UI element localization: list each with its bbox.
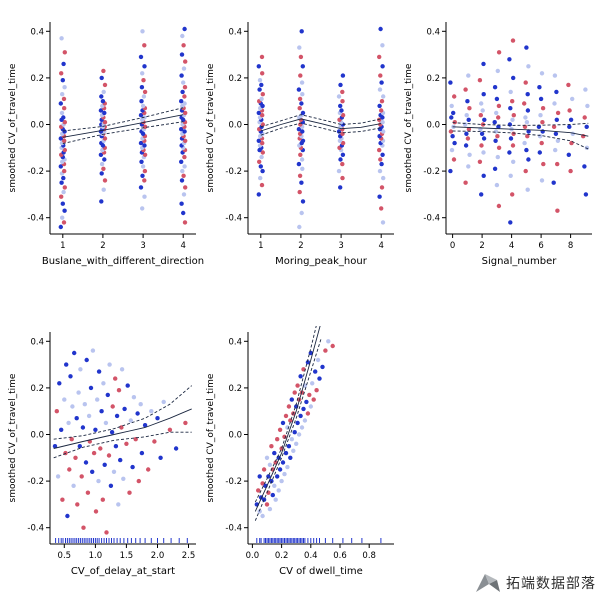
svg-text:0.5: 0.5 xyxy=(58,551,72,561)
empty-cell xyxy=(400,322,598,602)
svg-text:Buslane_with_different_directi: Buslane_with_different_direction xyxy=(42,256,204,267)
svg-text:0.2: 0.2 xyxy=(228,74,242,84)
svg-text:4: 4 xyxy=(509,241,514,251)
points-layer xyxy=(58,26,188,230)
svg-text:4: 4 xyxy=(378,241,383,251)
points-layer xyxy=(52,348,188,535)
svg-text:Moring_peak_hour: Moring_peak_hour xyxy=(275,256,368,267)
svg-text:CV of dwell_time: CV of dwell_time xyxy=(279,566,363,577)
svg-text:8: 8 xyxy=(568,241,573,251)
svg-text:0.4: 0.4 xyxy=(304,551,318,561)
svg-text:0.2: 0.2 xyxy=(228,384,242,394)
axis: 1 2 3 4 -0.4 -0.2 0.0 0.2 0.4 Buslane_with_differ… xyxy=(8,22,204,267)
svg-text:2.5: 2.5 xyxy=(182,551,196,561)
svg-text:1.5: 1.5 xyxy=(120,551,134,561)
svg-text:smoothed CV_of_travel_time: smoothed CV_of_travel_time xyxy=(206,373,216,502)
axis: 0 2 4 6 8 -0.4 -0.2 0.0 0.2 0.4 Signal_number smoot… xyxy=(404,22,592,267)
svg-text:smoothed CV_of_travel_time: smoothed CV_of_travel_time xyxy=(8,373,18,502)
svg-text:1: 1 xyxy=(258,241,263,251)
points-layer xyxy=(256,26,386,230)
points-layer xyxy=(254,339,335,519)
svg-text:1.0: 1.0 xyxy=(89,551,103,561)
svg-text:0.4: 0.4 xyxy=(426,27,440,37)
svg-text:CV_of_delay_at_start: CV_of_delay_at_start xyxy=(71,566,175,577)
svg-text:0.2: 0.2 xyxy=(30,384,44,394)
svg-text:0.2: 0.2 xyxy=(275,551,289,561)
rug-layer xyxy=(55,538,188,543)
trend-layer xyxy=(62,107,184,145)
watermark: 拓端数据部落 xyxy=(475,572,596,594)
svg-text:2: 2 xyxy=(479,241,484,251)
svg-text:0.0: 0.0 xyxy=(426,121,440,131)
svg-text:0.0: 0.0 xyxy=(228,121,242,131)
svg-text:0.6: 0.6 xyxy=(333,551,347,561)
svg-text:1: 1 xyxy=(60,241,65,251)
svg-text:0.8: 0.8 xyxy=(362,551,376,561)
plot-cv-delay-at-start: 0.5 1.0 1.5 2.0 2.5 -0.4 -0.2 0.0 0.2 0.4 CV_of_de… xyxy=(8,332,196,577)
svg-text:2.0: 2.0 xyxy=(151,551,165,561)
svg-text:smoothed CV_of_travel_time: smoothed CV_of_travel_time xyxy=(404,63,414,192)
plot-cv-dwell-time: 0.0 0.2 0.4 0.6 0.8 -0.4 -0.2 0.0 0.2 0.4 CV of dw… xyxy=(206,326,394,577)
svg-text:0.4: 0.4 xyxy=(30,337,44,347)
svg-text:3: 3 xyxy=(140,241,145,251)
svg-text:-0.2: -0.2 xyxy=(225,477,242,487)
svg-text:2: 2 xyxy=(298,241,303,251)
svg-text:-0.2: -0.2 xyxy=(423,167,440,177)
svg-text:-0.4: -0.4 xyxy=(27,524,44,534)
points-layer xyxy=(448,38,590,225)
svg-text:0.0: 0.0 xyxy=(246,551,260,561)
svg-text:0.4: 0.4 xyxy=(30,27,44,37)
plot-signal-number: 0 2 4 6 8 -0.4 -0.2 0.0 0.2 0.4 Signal_number smoot… xyxy=(404,22,592,267)
axis: 1 2 3 4 -0.4 -0.2 0.0 0.2 0.4 Moring_peak_hour smo… xyxy=(206,22,394,267)
svg-text:Signal_number: Signal_number xyxy=(482,256,558,267)
svg-text:0.2: 0.2 xyxy=(426,74,440,84)
svg-text:0: 0 xyxy=(450,241,455,251)
svg-text:0.2: 0.2 xyxy=(30,74,44,84)
svg-text:0.0: 0.0 xyxy=(30,431,44,441)
svg-text:-0.4: -0.4 xyxy=(225,524,242,534)
svg-text:0.0: 0.0 xyxy=(30,121,44,131)
svg-text:6: 6 xyxy=(538,241,543,251)
svg-text:0.4: 0.4 xyxy=(228,337,242,347)
watermark-logo-icon xyxy=(476,574,500,592)
svg-text:smoothed CV_of_travel_time: smoothed CV_of_travel_time xyxy=(206,63,216,192)
svg-text:-0.2: -0.2 xyxy=(27,477,44,487)
plots-grid: 1 2 3 4 -0.4 -0.2 0.0 0.2 0.4 Buslane_with_differ… xyxy=(4,12,598,602)
trend-layer xyxy=(452,122,589,150)
rug-layer xyxy=(256,538,382,543)
svg-text:4: 4 xyxy=(180,241,185,251)
svg-text:-0.4: -0.4 xyxy=(423,214,440,224)
svg-text:0.0: 0.0 xyxy=(228,431,242,441)
axis: 0.0 0.2 0.4 0.6 0.8 -0.4 -0.2 0.0 0.2 0.4 CV of dw… xyxy=(206,332,394,577)
svg-text:2: 2 xyxy=(100,241,105,251)
trend-layer xyxy=(254,326,322,521)
plot-morning-peak-hour: 1 2 3 4 -0.4 -0.2 0.0 0.2 0.4 Moring_peak_hour smo… xyxy=(206,22,394,267)
plot-buslane-direction: 1 2 3 4 -0.4 -0.2 0.0 0.2 0.4 Buslane_with_differ… xyxy=(8,22,204,267)
axis: 0.5 1.0 1.5 2.0 2.5 -0.4 -0.2 0.0 0.2 0.4 CV_of_de… xyxy=(8,332,196,577)
svg-text:-0.4: -0.4 xyxy=(225,214,242,224)
svg-text:-0.2: -0.2 xyxy=(225,167,242,177)
trend-layer xyxy=(53,385,192,459)
svg-text:-0.2: -0.2 xyxy=(27,167,44,177)
svg-text:smoothed CV_of_travel_time: smoothed CV_of_travel_time xyxy=(8,63,18,192)
trend-layer xyxy=(260,114,382,136)
watermark-text: 拓端数据部落 xyxy=(506,576,596,592)
svg-text:-0.4: -0.4 xyxy=(27,214,44,224)
svg-text:0.4: 0.4 xyxy=(228,27,242,37)
svg-text:3: 3 xyxy=(338,241,343,251)
